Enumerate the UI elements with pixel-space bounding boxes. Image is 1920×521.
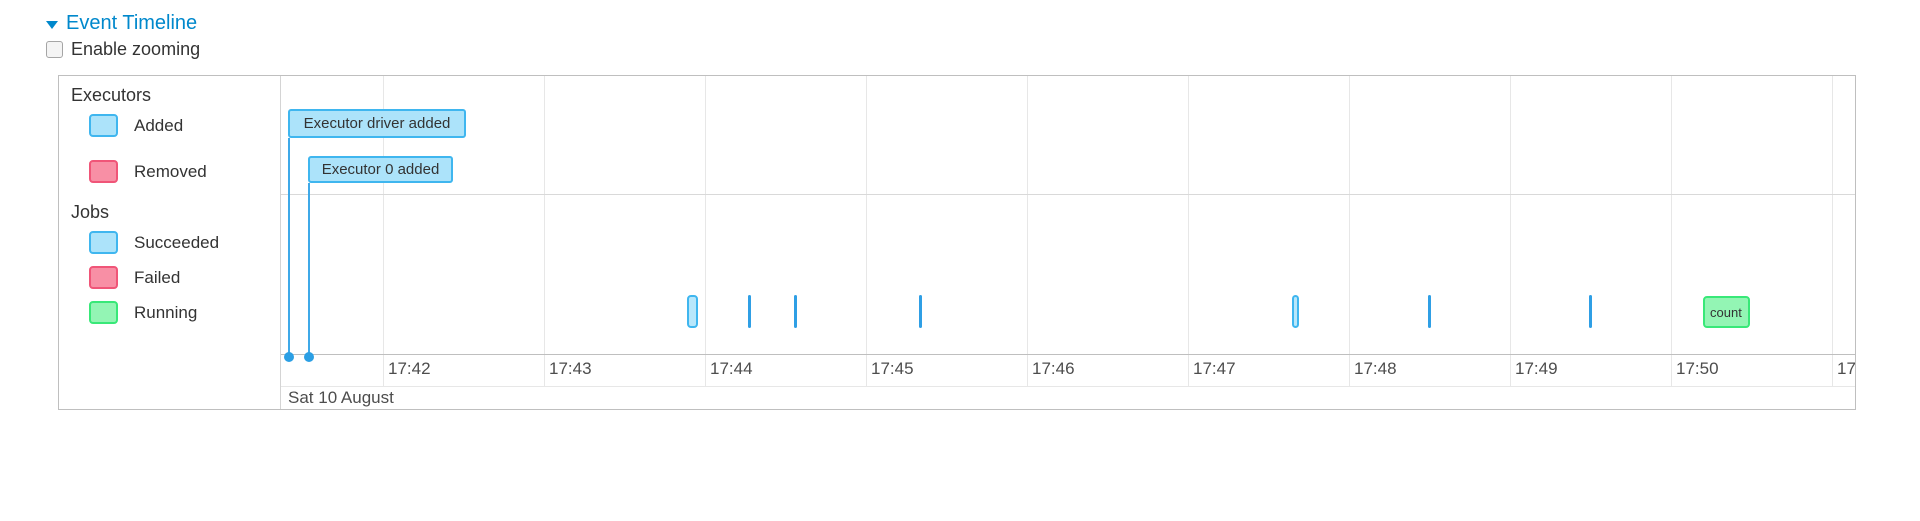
- legend-swatch-running: [89, 301, 118, 324]
- axis-minor-label: 17:44: [710, 359, 753, 378]
- job-event-tick[interactable]: [1292, 295, 1299, 328]
- legend-swatch-removed: [89, 160, 118, 183]
- axis-major-label: Sat 10 August: [288, 388, 394, 407]
- legend-item-label: Failed: [134, 267, 181, 287]
- grid-line: [1027, 76, 1028, 386]
- enable-zooming-row: Enable zooming: [46, 39, 200, 60]
- grid-line: [1671, 76, 1672, 386]
- legend-swatch-failed: [89, 266, 118, 289]
- executor-event-box[interactable]: Executor driver added: [288, 109, 466, 138]
- collapse-caret-icon: [46, 21, 58, 29]
- grid-line: [866, 76, 867, 386]
- axis-minor-label: 17:46: [1032, 359, 1075, 378]
- executor-event-dot: [284, 352, 294, 362]
- executor-event-dot: [304, 352, 314, 362]
- enable-zooming-checkbox[interactable]: [46, 41, 63, 58]
- job-event-tick[interactable]: [794, 295, 797, 328]
- legend-group-executors: Executors Added Removed: [59, 76, 280, 194]
- timeline-widget: Executors Added Removed Jobs Succeeded Failed…: [58, 75, 1856, 410]
- axis-minor-row-border: [281, 386, 1855, 387]
- grid-line: [383, 76, 384, 386]
- legend-item-label: Succeeded: [134, 232, 220, 252]
- legend-item-succeeded: Succeeded: [89, 231, 280, 254]
- job-event-tick[interactable]: [1428, 295, 1431, 328]
- legend-item-label: Added: [134, 115, 184, 135]
- executor-event-stem: [288, 138, 290, 354]
- timeline-legend-panel: Executors Added Removed Jobs Succeeded Failed…: [59, 76, 281, 409]
- legend-item-label: Removed: [134, 161, 207, 181]
- job-event-tick[interactable]: [748, 295, 751, 328]
- legend-item-running: Running: [89, 301, 280, 324]
- axis-minor-label: 17:42: [388, 359, 431, 378]
- axis-minor-label: 17:47: [1193, 359, 1236, 378]
- job-event-tick[interactable]: [1589, 295, 1592, 328]
- axis-line: [59, 354, 1855, 355]
- axis-minor-label: 17:43: [549, 359, 592, 378]
- legend-item-removed: Removed: [89, 160, 280, 183]
- axis-minor-label: 17:49: [1515, 359, 1558, 378]
- grid-line: [544, 76, 545, 386]
- axis-minor-label: 17:51: [1837, 359, 1855, 378]
- axis-minor-label: 17:48: [1354, 359, 1397, 378]
- legend-item-added: Added: [89, 114, 280, 137]
- job-event-tick[interactable]: [687, 295, 698, 328]
- grid-line: [1349, 76, 1350, 386]
- group-divider: [59, 194, 1855, 195]
- executor-event-stem: [308, 183, 310, 354]
- legend-item-label: Running: [134, 302, 198, 322]
- axis-minor-label: 17:45: [871, 359, 914, 378]
- legend-item-failed: Failed: [89, 266, 280, 289]
- job-event-tick[interactable]: count: [1703, 296, 1750, 328]
- executor-event-box[interactable]: Executor 0 added: [308, 156, 453, 183]
- legend-swatch-succeeded: [89, 231, 118, 254]
- grid-line: [1188, 76, 1189, 386]
- event-timeline-toggle[interactable]: Event Timeline: [46, 12, 197, 35]
- grid-line: [1510, 76, 1511, 386]
- grid-line: [705, 76, 706, 386]
- axis-minor-label: 17:50: [1676, 359, 1719, 378]
- job-event-tick[interactable]: [919, 295, 922, 328]
- enable-zooming-label[interactable]: Enable zooming: [71, 39, 201, 59]
- legend-swatch-added: [89, 114, 118, 137]
- legend-group-label: Jobs: [71, 202, 110, 222]
- legend-group-jobs: Jobs Succeeded Failed Running: [59, 194, 280, 324]
- grid-line: [1832, 76, 1833, 386]
- event-timeline-title[interactable]: Event Timeline: [66, 12, 198, 34]
- timeline-chart-area: Sat 10 August 17:42 17:43 17:44 17:45 17:46 1…: [281, 76, 1855, 409]
- legend-group-label: Executors: [71, 85, 152, 105]
